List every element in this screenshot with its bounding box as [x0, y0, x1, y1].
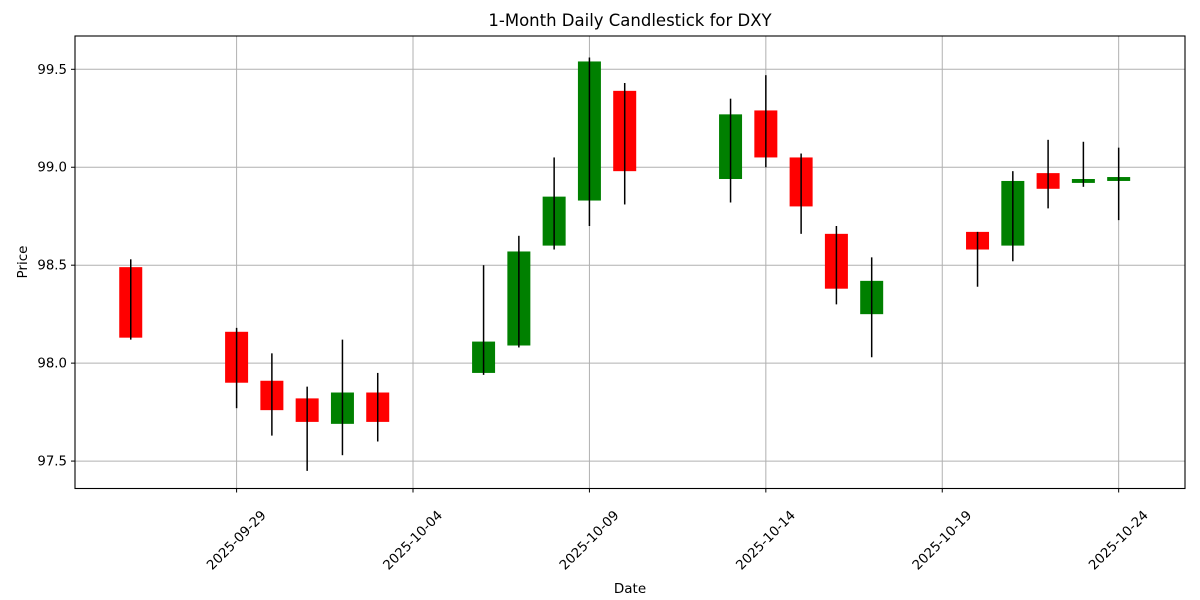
x-tick-label: 2025-10-14 — [734, 508, 799, 573]
x-tick-label: 2025-10-24 — [1086, 508, 1151, 573]
y-tick-label: 99.0 — [37, 161, 67, 176]
plot-border — [74, 35, 1186, 490]
axes-frame — [74, 35, 1186, 490]
chart-title: 1-Month Daily Candlestick for DXY — [488, 11, 772, 30]
x-tick-label: 2025-10-19 — [910, 508, 975, 573]
x-tick-label: 2025-10-04 — [381, 508, 446, 573]
y-tick-label: 97.5 — [37, 455, 67, 470]
y-axis-label: Price — [15, 246, 31, 279]
y-tick-label: 98.5 — [37, 259, 67, 274]
y-tick-label: 99.5 — [37, 63, 67, 78]
x-tick-label: 2025-10-09 — [557, 508, 622, 573]
candles — [119, 57, 1131, 471]
y-tick-label: 98.0 — [37, 357, 67, 372]
x-axis-label: Date — [614, 581, 646, 597]
x-tick-label: 2025-09-29 — [204, 508, 269, 573]
